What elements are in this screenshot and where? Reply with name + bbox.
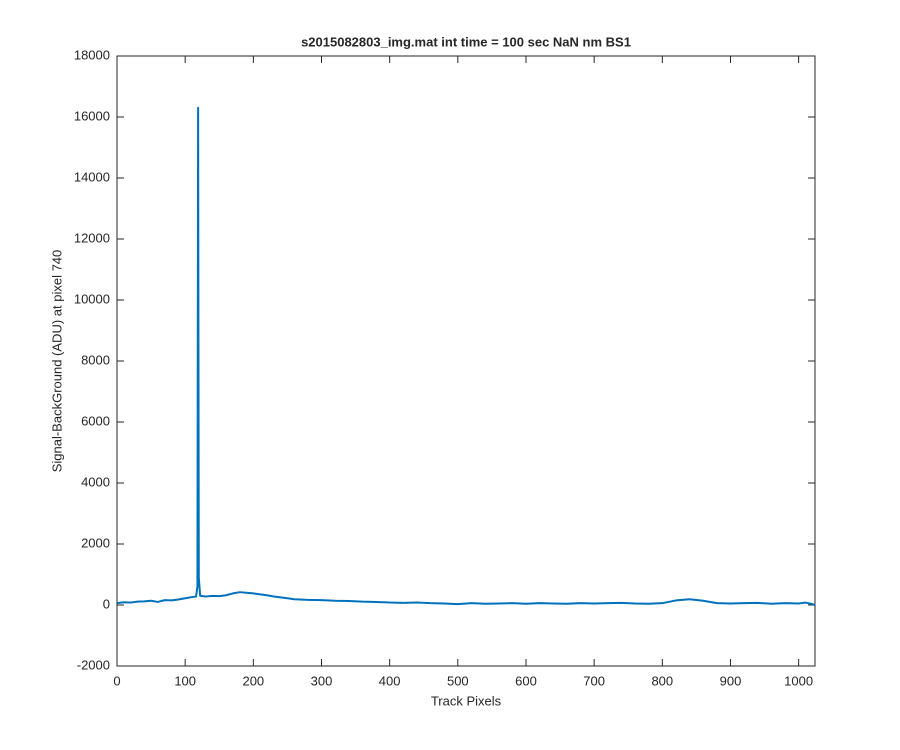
y-tick-label: 2000 [81, 535, 110, 550]
x-tick-label: 800 [651, 673, 673, 688]
data-line [116, 106, 816, 607]
y-tick-label: 4000 [81, 474, 110, 489]
y-tick-label: 18000 [74, 47, 110, 62]
y-tick-label: 10000 [74, 291, 110, 306]
y-tick-label: -2000 [77, 657, 110, 672]
x-tick-label: 1000 [784, 673, 813, 688]
y-tick-label: 14000 [74, 169, 110, 184]
chart-title: s2015082803_img.mat int time = 100 sec N… [301, 34, 631, 49]
x-tick-label: 700 [583, 673, 605, 688]
y-axis-label: Signal-BackGround (ADU) at pixel 740 [49, 250, 64, 473]
y-tick-label: 16000 [74, 108, 110, 123]
y-tick-label: 8000 [81, 352, 110, 367]
y-tick-label: 12000 [74, 230, 110, 245]
x-tick-label: 900 [720, 673, 742, 688]
x-tick-label: 200 [242, 673, 264, 688]
x-tick-label: 100 [174, 673, 196, 688]
y-tick-label: 6000 [81, 413, 110, 428]
y-tick-label: 0 [103, 596, 110, 611]
x-axis-label: Track Pixels [431, 693, 502, 708]
x-tick-label: 600 [515, 673, 537, 688]
x-tick-label: 400 [379, 673, 401, 688]
x-tick-label: 300 [311, 673, 333, 688]
x-tick-label: 0 [113, 673, 120, 688]
x-tick-label: 500 [447, 673, 469, 688]
